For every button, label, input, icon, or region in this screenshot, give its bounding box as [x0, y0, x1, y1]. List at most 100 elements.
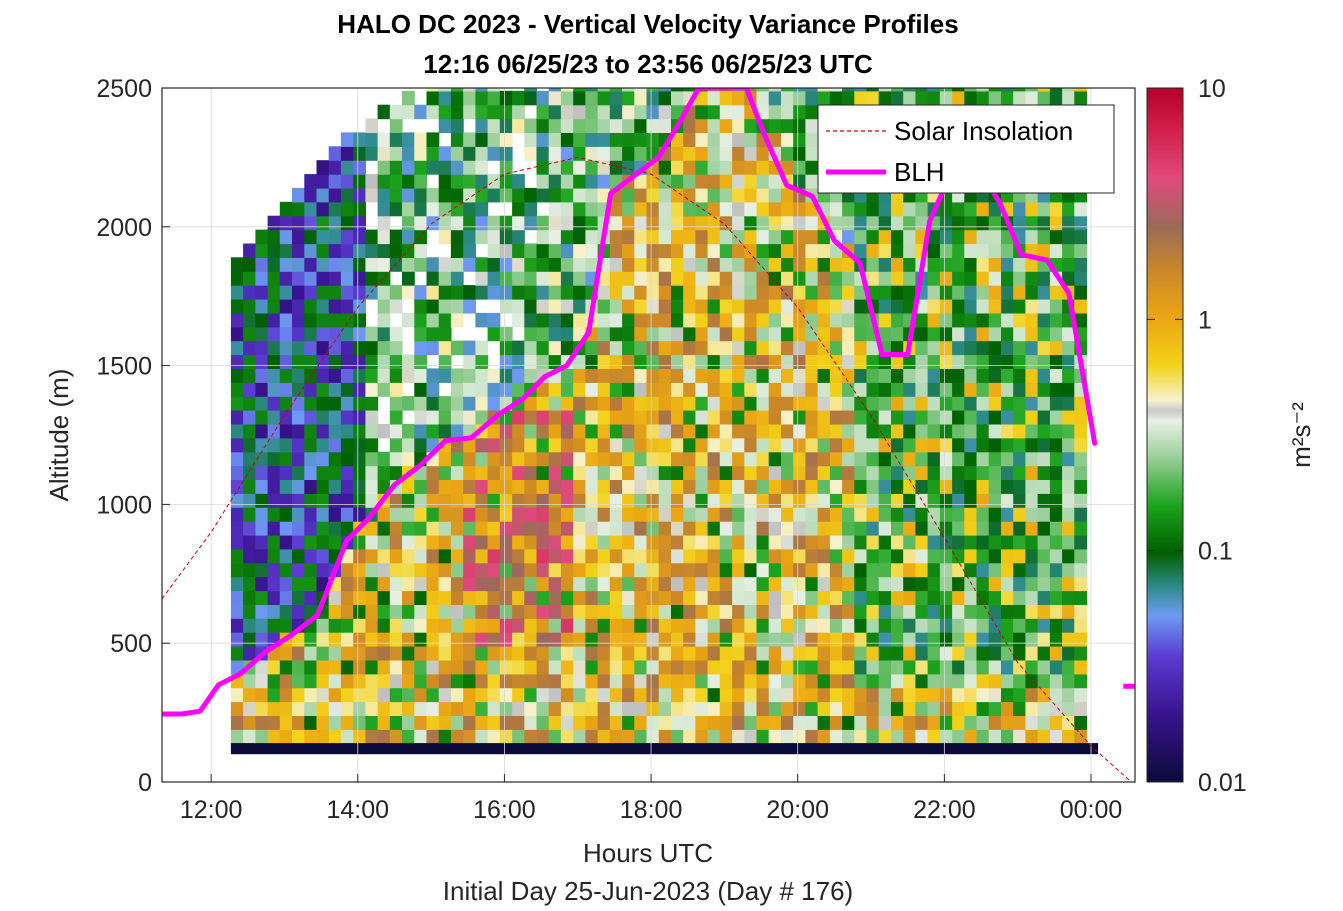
heatmap-cell [512, 354, 525, 369]
heatmap-cell [976, 604, 990, 619]
heatmap-cell [402, 534, 415, 550]
heatmap-cell [976, 715, 990, 730]
heatmap-cell [866, 507, 880, 522]
heatmap-cell [512, 215, 525, 231]
heatmap-cell [304, 257, 318, 272]
heatmap-cell [829, 423, 843, 439]
heatmap-cell [243, 479, 256, 494]
heatmap-cell [903, 382, 916, 397]
heatmap-cell [463, 548, 476, 564]
heatmap-cell [781, 437, 794, 453]
heatmap-cell [426, 548, 440, 564]
heatmap-cell [1001, 562, 1014, 578]
heatmap-cell [450, 590, 464, 605]
heatmap-cell [548, 465, 562, 480]
heatmap-cell [524, 618, 538, 633]
heatmap-cell [744, 410, 758, 425]
heatmap-cell [1013, 534, 1026, 550]
heatmap-cell [402, 132, 415, 147]
heatmap-cell [1049, 701, 1063, 716]
heatmap-cell [499, 715, 513, 730]
heatmap-cell [414, 590, 428, 605]
heatmap-cell [414, 715, 428, 730]
heatmap-cell [340, 423, 354, 439]
heatmap-cell [793, 104, 806, 120]
heatmap-cell [683, 507, 696, 522]
heatmap-cell [340, 340, 354, 356]
heatmap-cell [402, 590, 415, 605]
heatmap-cell [952, 368, 965, 383]
heatmap-cell [512, 299, 525, 314]
heatmap-cell [732, 257, 745, 272]
heatmap-cell [683, 285, 696, 300]
heatmap-cell [365, 659, 379, 675]
heatmap-cell [438, 104, 452, 120]
heatmap-cell [805, 646, 819, 661]
heatmap-cell [279, 354, 293, 369]
heatmap-cell [499, 604, 513, 619]
heatmap-cell [744, 632, 758, 647]
heatmap-cell [499, 646, 513, 661]
heatmap-cell [560, 187, 574, 203]
heatmap-cell [1001, 604, 1014, 619]
heatmap-cell [939, 410, 953, 425]
heatmap-cell [585, 673, 599, 689]
heatmap-cell [707, 534, 721, 550]
heatmap-cell [952, 243, 965, 258]
heatmap-cell [756, 229, 770, 245]
heatmap-cell [891, 618, 904, 633]
heatmap-cell [719, 201, 733, 217]
heatmap-cell [1001, 257, 1014, 272]
heatmap-cell [768, 687, 782, 703]
heatmap-cell [536, 271, 550, 286]
heatmap-cell [1001, 382, 1014, 397]
heatmap-cell [854, 396, 868, 411]
heatmap-cell [402, 659, 415, 675]
heatmap-cell [597, 646, 611, 661]
heatmap-cell [988, 396, 1002, 411]
heatmap-cell [805, 507, 819, 522]
heatmap-cell [230, 257, 244, 272]
heatmap-cell [1037, 646, 1051, 661]
heatmap-cell [915, 326, 929, 342]
x-tick-label: 16:00 [473, 796, 536, 824]
heatmap-cell [988, 285, 1002, 300]
heatmap-cell [267, 590, 281, 605]
heatmap-cell [389, 562, 403, 578]
heatmap-cell [499, 437, 513, 453]
heatmap-cell [450, 187, 464, 203]
heatmap-cell [842, 271, 855, 286]
heatmap-cell [255, 396, 269, 411]
heatmap-cell [609, 534, 623, 550]
heatmap-cell [683, 701, 696, 716]
heatmap-cell [316, 396, 330, 411]
heatmap-cell [793, 271, 806, 286]
heatmap-cell [365, 548, 379, 564]
heatmap-cell [316, 271, 330, 286]
heatmap-cell [414, 479, 428, 494]
heatmap-cell [805, 118, 819, 133]
heatmap-cell [927, 715, 941, 730]
heatmap-cell [524, 729, 538, 744]
heatmap-cell [744, 437, 758, 453]
heatmap-cell [340, 312, 354, 328]
heatmap-cell [1013, 410, 1026, 425]
heatmap-cell [634, 229, 648, 245]
heatmap-cell [756, 521, 770, 536]
heatmap-cell [512, 104, 525, 120]
heatmap-cell [524, 201, 538, 217]
heatmap-cell [450, 368, 464, 383]
heatmap-cell [426, 673, 440, 689]
heatmap-cell [768, 229, 782, 245]
heatmap-cell [781, 229, 794, 245]
heatmap-cell [512, 673, 525, 689]
heatmap-cell [866, 729, 880, 744]
heatmap-cell [573, 507, 586, 522]
heatmap-cell [353, 340, 366, 356]
heatmap-cell [438, 368, 452, 383]
heatmap-cell [927, 340, 941, 356]
heatmap-cell [548, 118, 562, 133]
heatmap-cell [683, 562, 696, 578]
heatmap-cell [414, 174, 428, 189]
